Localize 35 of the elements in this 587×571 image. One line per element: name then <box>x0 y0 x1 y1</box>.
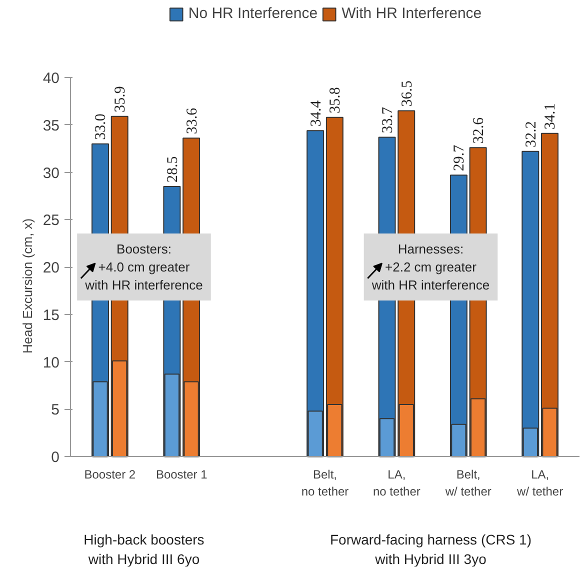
y-tick-label: 10 <box>42 354 60 372</box>
text: 28.5 <box>164 156 181 182</box>
y-tick-label: 20 <box>42 260 60 277</box>
x-tick-label: LA, w/ tether <box>516 468 564 498</box>
text: 36.5 <box>399 80 416 107</box>
x-tick-label: LA, no tether <box>373 468 420 498</box>
legend-label: No HR Interference <box>188 5 318 22</box>
text: Forward-facing harness (CRS 1) with Hybrid III 3yo <box>330 532 532 567</box>
y-axis-title: Head Excursion (cm, x) <box>20 218 35 354</box>
legend-label: With HR Interference <box>342 5 482 22</box>
text: 34.1 <box>542 103 559 130</box>
annotation: Boosters: +4.0 cm greater with HR interference <box>84 242 203 293</box>
y-tick-label: 0 <box>51 449 60 466</box>
text: 32.6 <box>471 117 488 144</box>
x-tick-label: Booster 2 <box>84 468 136 482</box>
text: 33.7 <box>380 106 396 134</box>
text: 33.6 <box>184 108 200 134</box>
x-tick-label: Booster 1 <box>156 468 208 482</box>
text: 29.7 <box>452 144 468 172</box>
bar <box>522 150 540 458</box>
text: 35.8 <box>328 87 344 114</box>
y-tick-label: 15 <box>42 306 60 324</box>
text: 35.9 <box>112 86 129 112</box>
y-tick-label: 30 <box>42 164 60 182</box>
y-tick-label: 5 <box>51 402 60 419</box>
text: 33.0 <box>93 114 110 140</box>
text: 32.2 <box>523 121 540 148</box>
y-tick-label: 35 <box>42 117 60 134</box>
y-tick-label: 40 <box>42 70 60 88</box>
text: 34.4 <box>308 100 324 127</box>
text: High-back boosters with Hybrid III 6yo <box>84 532 204 567</box>
x-tick-label: Belt, no tether <box>301 468 349 498</box>
y-tick-label: 25 <box>42 212 60 230</box>
x-tick-label: Belt, w/ tether <box>444 468 492 498</box>
annotation: Harnesses: +2.2 cm greater with HR interference <box>370 242 490 293</box>
